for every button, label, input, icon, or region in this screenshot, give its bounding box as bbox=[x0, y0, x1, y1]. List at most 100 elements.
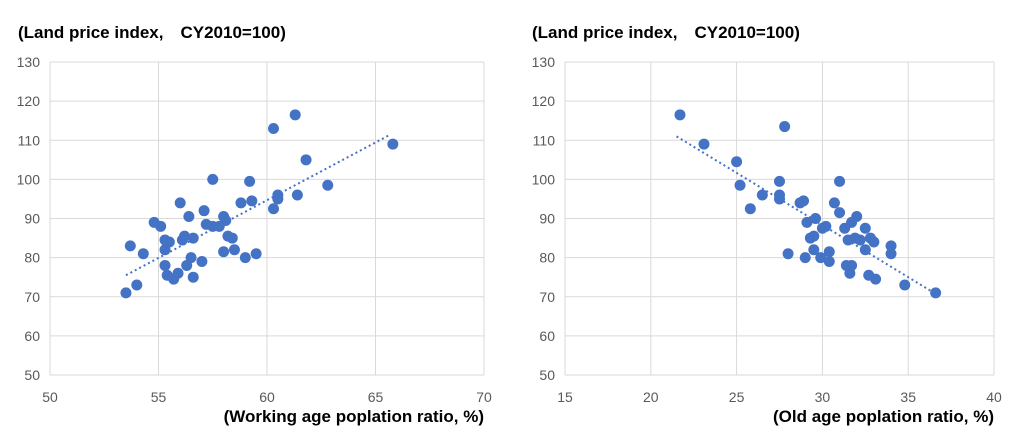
data-point bbox=[799, 252, 811, 264]
data-point bbox=[823, 256, 835, 268]
data-point bbox=[174, 197, 186, 209]
x-tick-label: 40 bbox=[986, 389, 1002, 405]
data-point bbox=[885, 240, 897, 252]
y-tick-label: 100 bbox=[532, 171, 556, 187]
data-point bbox=[734, 179, 746, 191]
data-point bbox=[183, 211, 195, 223]
y-tick-label: 90 bbox=[24, 211, 40, 227]
data-point bbox=[851, 211, 863, 223]
y-tick-label: 130 bbox=[17, 54, 41, 70]
data-point bbox=[163, 236, 175, 248]
scatter-chart-1: (Land price index, CY2010=100) 50 60 70 80 90… bbox=[17, 23, 492, 426]
x-axis-label: (Old age poplation ratio, %) bbox=[773, 407, 994, 426]
data-point bbox=[187, 232, 199, 244]
x-tick-label: 25 bbox=[729, 389, 745, 405]
x-tick-label: 70 bbox=[476, 389, 492, 405]
data-point bbox=[820, 220, 832, 232]
y-tick-label: 120 bbox=[532, 93, 556, 109]
data-point bbox=[731, 156, 743, 168]
data-point bbox=[744, 203, 756, 215]
data-point bbox=[228, 244, 240, 256]
data-point bbox=[159, 259, 171, 271]
x-axis-label: (Working age poplation ratio, %) bbox=[224, 407, 484, 426]
y-tick-label: 110 bbox=[533, 132, 556, 148]
data-point bbox=[235, 197, 247, 209]
y-tick-label: 80 bbox=[24, 250, 40, 266]
chart-title: (Land price index, CY2010=100) bbox=[532, 23, 800, 42]
data-point bbox=[322, 179, 334, 191]
data-point bbox=[137, 248, 149, 260]
data-point bbox=[387, 138, 399, 150]
data-point bbox=[801, 216, 813, 228]
data-point bbox=[172, 267, 184, 279]
y-tick-label: 70 bbox=[24, 289, 40, 305]
data-point bbox=[674, 109, 686, 121]
data-point bbox=[246, 195, 258, 207]
data-point bbox=[196, 256, 208, 268]
data-point bbox=[289, 109, 301, 121]
data-point bbox=[930, 287, 942, 299]
data-point bbox=[198, 205, 210, 217]
data-point bbox=[218, 246, 230, 258]
y-tick-label: 120 bbox=[17, 93, 41, 109]
data-point bbox=[272, 193, 284, 205]
data-point bbox=[854, 234, 866, 246]
data-point bbox=[774, 175, 785, 187]
data-point bbox=[239, 252, 251, 264]
data-point bbox=[698, 138, 710, 150]
data-point bbox=[810, 213, 822, 224]
data-point bbox=[244, 175, 256, 187]
data-point bbox=[756, 189, 768, 201]
data-point bbox=[131, 279, 143, 291]
trendline bbox=[676, 135, 935, 294]
data-point bbox=[782, 248, 794, 260]
y-tick-label: 100 bbox=[17, 171, 41, 187]
data-point bbox=[859, 222, 871, 234]
data-point bbox=[155, 220, 167, 232]
data-point bbox=[808, 244, 820, 256]
data-point bbox=[885, 248, 897, 260]
x-tick-label: 65 bbox=[368, 389, 384, 405]
data-point bbox=[179, 230, 191, 242]
data-point bbox=[268, 123, 280, 135]
data-point bbox=[779, 121, 791, 133]
scatter-chart-2: (Land price index, CY2010=100) 50 60 70 80 90… bbox=[532, 23, 1002, 426]
y-tick-label: 110 bbox=[18, 132, 41, 148]
data-point bbox=[815, 252, 827, 264]
data-point bbox=[823, 246, 835, 258]
data-point bbox=[300, 154, 312, 166]
y-tick-label: 60 bbox=[539, 328, 555, 344]
data-point bbox=[187, 271, 199, 283]
data-point bbox=[859, 244, 871, 256]
data-point bbox=[124, 240, 136, 252]
x-tick-label: 60 bbox=[259, 389, 275, 405]
x-tick-label: 35 bbox=[900, 389, 916, 405]
data-point bbox=[268, 203, 280, 215]
data-point bbox=[226, 232, 238, 244]
data-point bbox=[846, 259, 858, 271]
data-point bbox=[291, 189, 303, 201]
data-point bbox=[870, 273, 882, 285]
y-tick-label: 70 bbox=[539, 289, 555, 305]
data-point bbox=[207, 173, 219, 185]
data-point bbox=[798, 195, 810, 207]
data-point bbox=[834, 175, 846, 187]
y-tick-label: 90 bbox=[539, 211, 555, 227]
x-tick-label: 55 bbox=[151, 389, 167, 405]
x-tick-label: 30 bbox=[815, 389, 831, 405]
chart-title: (Land price index, CY2010=100) bbox=[18, 23, 286, 42]
data-point bbox=[250, 248, 262, 260]
y-tick-label: 80 bbox=[539, 250, 555, 266]
y-tick-label: 130 bbox=[532, 54, 556, 70]
data-point bbox=[899, 279, 911, 291]
data-point bbox=[808, 230, 820, 242]
data-point bbox=[185, 252, 197, 264]
x-tick-label: 50 bbox=[42, 389, 58, 405]
y-tick-label: 50 bbox=[539, 367, 555, 383]
data-point bbox=[834, 207, 846, 219]
data-point bbox=[774, 193, 785, 205]
y-tick-label: 60 bbox=[24, 328, 40, 344]
y-tick-label: 50 bbox=[24, 367, 40, 383]
